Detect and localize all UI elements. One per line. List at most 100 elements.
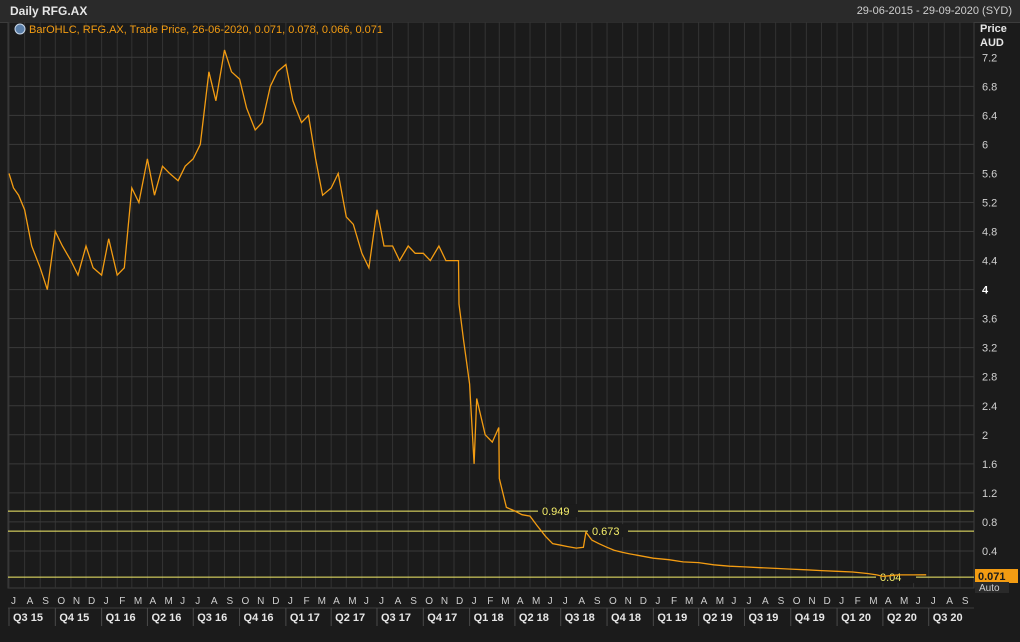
month-label: D xyxy=(823,596,830,607)
quarter-label: Q1 18 xyxy=(474,612,504,624)
month-label: J xyxy=(731,596,736,607)
price-chart[interactable]: 7.2 6.8 6.4 6 5.6 5.2 4.8 4.4 4 3.6 3.2 2.8 2.4 2 1.6 1… xyxy=(0,22,1020,642)
y-tick-label: 6 xyxy=(982,139,988,151)
month-label: S xyxy=(410,596,417,607)
legend[interactable]: BarOHLC, RFG.AX, Trade Price, 26-06-2020… xyxy=(14,23,383,36)
quarter-label: Q4 19 xyxy=(795,612,825,624)
month-label: M xyxy=(134,596,142,607)
month-label: M xyxy=(501,596,509,607)
month-label: A xyxy=(885,596,892,607)
month-label: N xyxy=(441,596,448,607)
month-label: A xyxy=(211,596,218,607)
month-label: M xyxy=(165,596,173,607)
month-label: F xyxy=(119,596,125,607)
month-label: M xyxy=(348,596,356,607)
month-label: M xyxy=(318,596,326,607)
y-tick-label: 6.8 xyxy=(982,81,997,93)
month-label: A xyxy=(517,596,524,607)
level-lines[interactable]: 0.949 0.673 0.04 xyxy=(8,504,974,584)
month-label: A xyxy=(701,596,708,607)
chart-header: Daily RFG.AX 29-06-2015 - 29-09-2020 (SY… xyxy=(0,0,1020,23)
price-series-line xyxy=(8,49,927,578)
last-price-badge-bg xyxy=(975,569,1018,583)
y-tick-label: 3.6 xyxy=(982,314,997,326)
month-label: D xyxy=(88,596,95,607)
month-label: J xyxy=(548,596,553,607)
month-label: F xyxy=(855,596,861,607)
month-label: J xyxy=(655,596,660,607)
y-tick-label: 3.2 xyxy=(982,343,997,355)
month-label: J xyxy=(364,596,369,607)
level-label: 0.04 xyxy=(880,572,901,584)
level-label: 0.673 xyxy=(592,526,620,538)
quarter-label: Q2 16 xyxy=(151,612,181,624)
month-label: O xyxy=(609,596,617,607)
date-range: 29-06-2015 - 29-09-2020 (SYD) xyxy=(856,5,1012,17)
quarter-label: Q4 15 xyxy=(59,612,89,624)
currency-axis-label: AUD xyxy=(980,37,1004,49)
y-tick-label: 4.4 xyxy=(982,256,997,268)
month-label: J xyxy=(195,596,200,607)
month-label: M xyxy=(716,596,724,607)
quarter-label: Q3 18 xyxy=(565,612,595,624)
vertical-grid xyxy=(8,22,961,588)
level-label-bg xyxy=(538,504,578,518)
month-label: O xyxy=(425,596,433,607)
quarter-label: Q3 20 xyxy=(933,612,963,624)
quarter-label: Q1 19 xyxy=(657,612,687,624)
month-label: J xyxy=(746,596,751,607)
y-tick-label: 2.4 xyxy=(982,401,997,413)
y-tick-label: 5.2 xyxy=(982,197,997,209)
y-tick-label: 2.8 xyxy=(982,372,997,384)
quarter-label: Q2 17 xyxy=(335,612,365,624)
y-tick-label: 1.2 xyxy=(982,488,997,500)
month-label: A xyxy=(333,596,340,607)
quarter-label: Q3 15 xyxy=(13,612,43,624)
month-label: J xyxy=(180,596,185,607)
month-label: J xyxy=(839,596,844,607)
chart-settings-icon[interactable] xyxy=(14,23,26,35)
y-tick-label: 2 xyxy=(982,430,988,442)
quarter-label: Q2 19 xyxy=(703,612,733,624)
y-tick-label: 1.6 xyxy=(982,459,997,471)
quarter-label: Q3 17 xyxy=(381,612,411,624)
month-label: N xyxy=(73,596,80,607)
month-label: A xyxy=(578,596,585,607)
y-tick-label: 4 xyxy=(982,285,989,297)
month-label: M xyxy=(532,596,540,607)
quarter-label: Q1 17 xyxy=(290,612,320,624)
y-tick-label: 7.2 xyxy=(982,52,997,64)
month-label: J xyxy=(563,596,568,607)
quarter-axis: Q3 15 Q4 15 Q1 16 Q2 16 Q3 16 Q4 16 Q1 17 Q2 17… xyxy=(8,607,974,626)
quarter-label: Q1 20 xyxy=(841,612,871,624)
month-label: J xyxy=(916,596,921,607)
month-label: A xyxy=(27,596,34,607)
month-label: N xyxy=(808,596,815,607)
month-label: J xyxy=(472,596,477,607)
quarter-label: Q4 17 xyxy=(427,612,457,624)
level-label: 0.949 xyxy=(542,506,570,518)
month-label: J xyxy=(931,596,936,607)
month-label: A xyxy=(395,596,402,607)
month-label: O xyxy=(242,596,250,607)
level-label-bg xyxy=(588,524,628,538)
y-tick-label: 6.4 xyxy=(982,110,997,122)
quarter-label: Q3 19 xyxy=(748,612,778,624)
month-label: J xyxy=(11,596,16,607)
y-tick-label: 0.8 xyxy=(982,517,997,529)
last-price-value: 0.071 xyxy=(978,571,1006,583)
auto-scale-button[interactable]: Auto xyxy=(975,582,1009,594)
level-label-bg xyxy=(876,570,916,584)
month-label: M xyxy=(685,596,693,607)
month-label: S xyxy=(226,596,233,607)
month-label: M xyxy=(869,596,877,607)
quarter-label: Q3 16 xyxy=(197,612,227,624)
price-axis[interactable]: 7.2 6.8 6.4 6 5.6 5.2 4.8 4.4 4 3.6 3.2 2.8 2.4 2 1.6 1… xyxy=(982,52,997,558)
month-label: N xyxy=(625,596,632,607)
month-label: J xyxy=(104,596,109,607)
month-label: S xyxy=(42,596,49,607)
quarter-label: Q1 16 xyxy=(106,612,136,624)
month-label: A xyxy=(946,596,953,607)
quarter-label: Q4 18 xyxy=(611,612,641,624)
